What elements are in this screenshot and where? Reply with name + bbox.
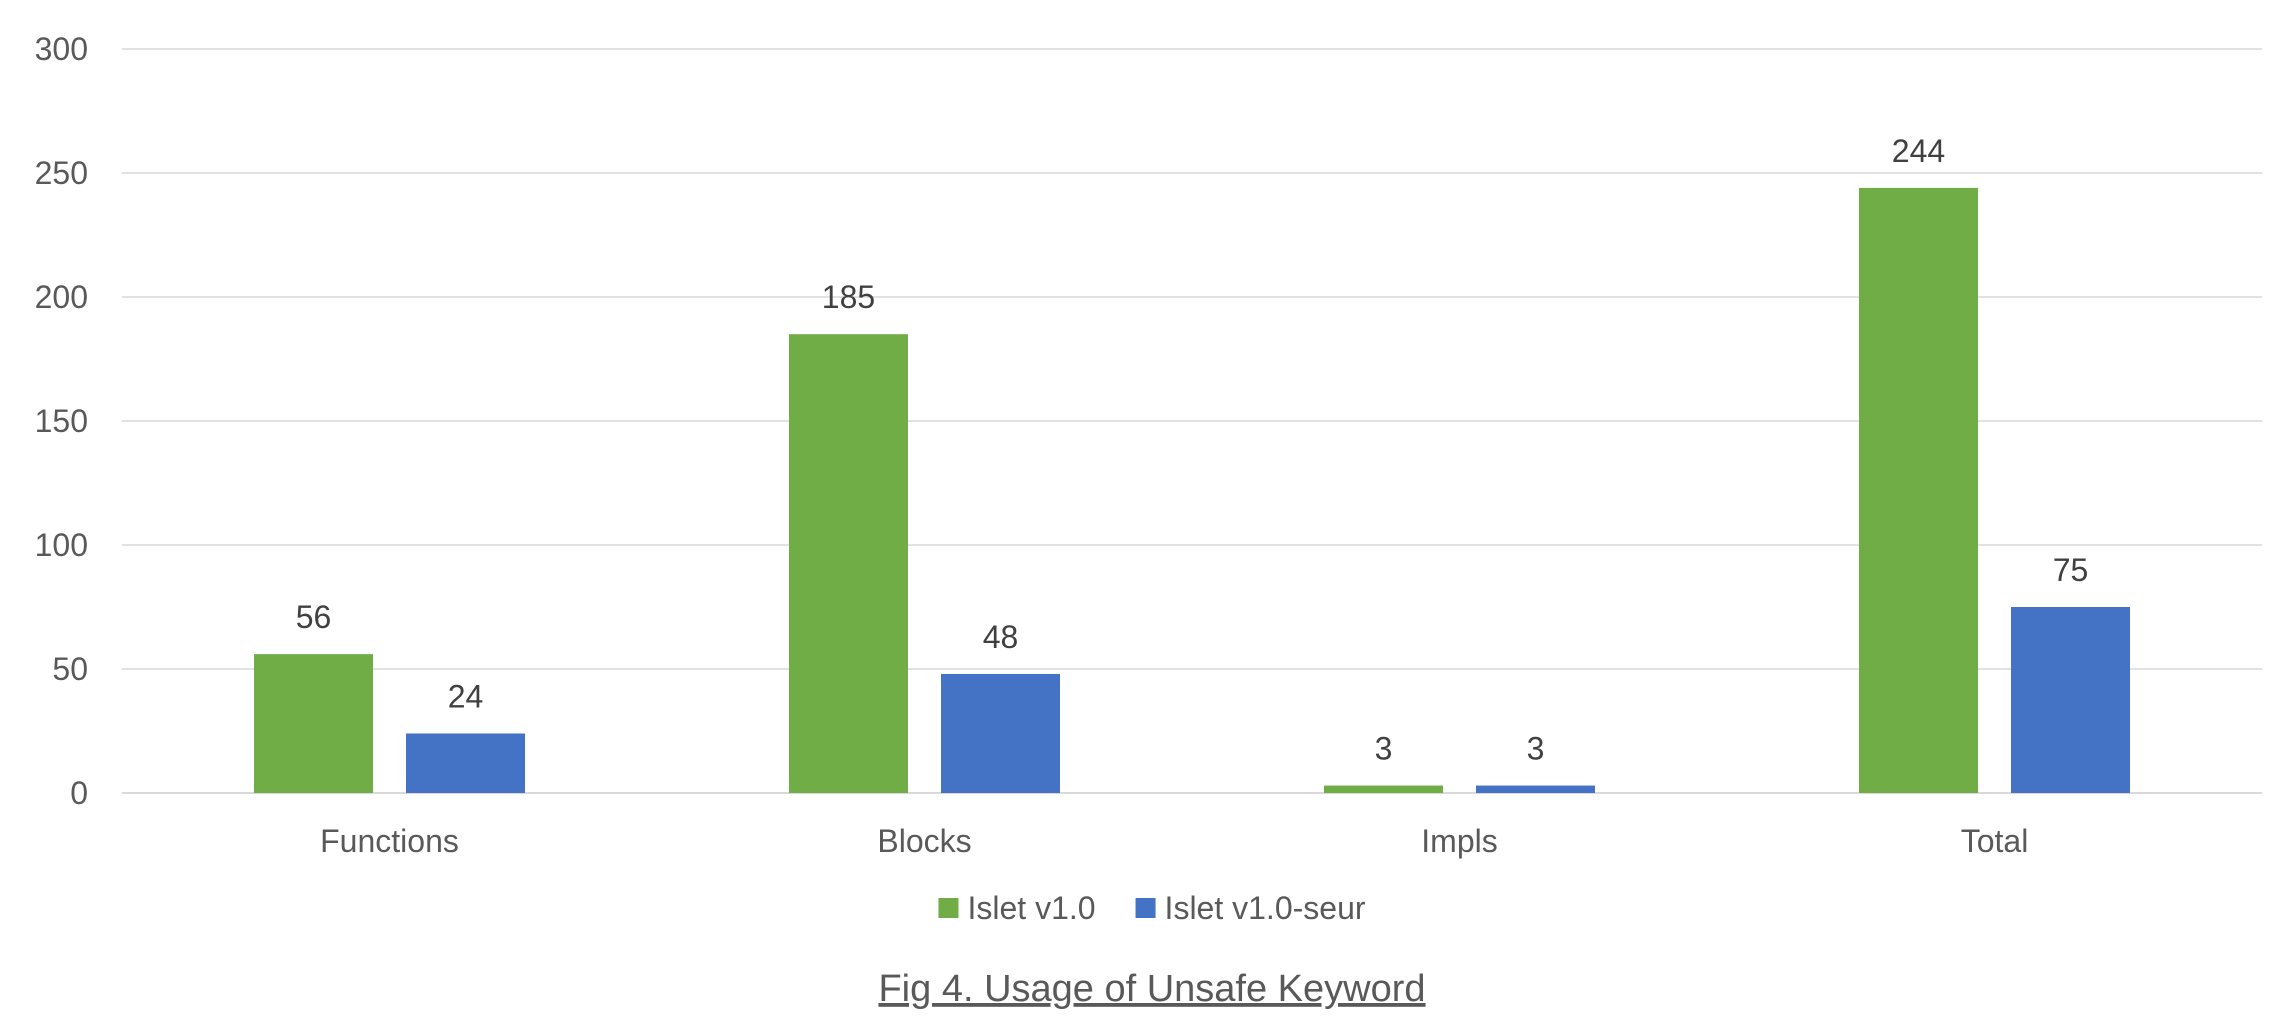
bar-functions-series-1 bbox=[254, 654, 373, 793]
data-label: 3 bbox=[1527, 731, 1545, 767]
data-label: 24 bbox=[448, 678, 484, 714]
category-label: Blocks bbox=[877, 823, 971, 859]
legend-swatch bbox=[1135, 898, 1156, 918]
data-label: 75 bbox=[2053, 552, 2089, 588]
y-tick-label: 250 bbox=[35, 155, 88, 191]
bar-total-series-2 bbox=[2011, 607, 2130, 793]
bar-total-series-1 bbox=[1859, 187, 1978, 793]
category-label: Functions bbox=[320, 823, 459, 859]
data-label: 48 bbox=[983, 619, 1019, 655]
data-label: 185 bbox=[822, 279, 875, 315]
bar-blocks-series-1 bbox=[789, 334, 908, 793]
data-label: 3 bbox=[1375, 731, 1393, 767]
data-label: 56 bbox=[296, 599, 332, 635]
data-labels: 56 24 185 48 3 3 244 75 bbox=[296, 133, 2089, 767]
bar-functions-series-2 bbox=[406, 733, 525, 793]
category-label: Impls bbox=[1421, 823, 1497, 859]
legend: Islet v1.0 Islet v1.0-seur bbox=[938, 890, 1366, 926]
y-tick-label: 0 bbox=[70, 775, 88, 811]
y-tick-label: 150 bbox=[35, 403, 88, 439]
bar-impls-series-2 bbox=[1476, 785, 1595, 793]
bar-blocks-series-2 bbox=[941, 673, 1060, 793]
x-axis-category-labels: Functions Blocks Impls Total bbox=[320, 823, 2028, 859]
legend-label: Islet v1.0-seur bbox=[1165, 890, 1366, 926]
legend-label: Islet v1.0 bbox=[967, 890, 1095, 926]
bar-impls-series-1 bbox=[1324, 785, 1443, 793]
legend-swatch bbox=[938, 898, 959, 918]
y-tick-label: 50 bbox=[52, 651, 88, 687]
y-tick-label: 300 bbox=[35, 31, 88, 67]
category-label: Total bbox=[1961, 823, 2029, 859]
y-tick-label: 100 bbox=[35, 527, 88, 563]
data-label: 244 bbox=[1892, 133, 1945, 169]
chart-title: Fig 4. Usage of Unsafe Keyword bbox=[878, 968, 1425, 1010]
y-tick-label: 200 bbox=[35, 279, 88, 315]
bars bbox=[254, 187, 2130, 793]
y-axis-tick-labels: 0 50 100 150 200 250 300 bbox=[35, 31, 88, 811]
